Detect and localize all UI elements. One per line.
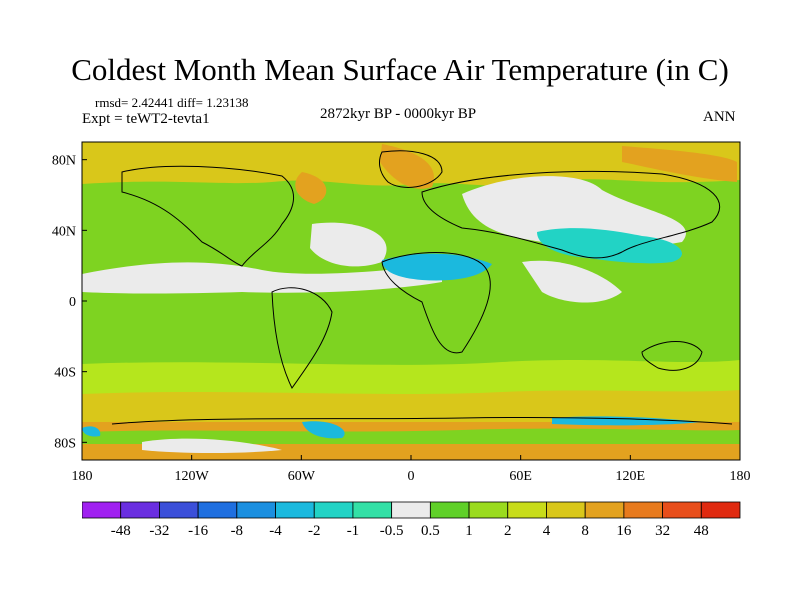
colorbar-label: 0.5 [421, 523, 440, 539]
southern-midlat-band [82, 360, 740, 394]
colorbar-label: -48 [111, 523, 131, 539]
antarctica-outline [111, 416, 733, 425]
colorbar-box [236, 501, 276, 519]
lon-tick-label: 120W [175, 469, 210, 484]
colorbar-label: -4 [269, 523, 282, 539]
lon-tick-label: 60W [288, 469, 316, 484]
tropical-neutral-band [82, 262, 442, 294]
colorbar-label: -8 [231, 523, 244, 539]
eurasia-neutral-zone [462, 176, 686, 246]
colorbar-label: -2 [308, 523, 321, 539]
colorbar-box [700, 501, 741, 519]
colorbar-label: -32 [149, 523, 169, 539]
colorbar-box [584, 501, 625, 519]
latitude-axis: 80N 40N 0 40S 80S [52, 154, 87, 451]
coastlines [111, 150, 733, 425]
greenland-outline [379, 150, 443, 188]
colorbar-label: -1 [347, 523, 360, 539]
eurasia-outline [421, 170, 721, 259]
colorbar-label: 2 [504, 523, 512, 539]
colorbar-box [507, 501, 547, 519]
colorbar-label: 32 [655, 523, 670, 539]
colorbar-box [197, 501, 238, 519]
lon-tick-label: 0 [408, 469, 415, 484]
canada-warm-zone [295, 172, 327, 204]
indian-ocean-neutral-zone [522, 260, 622, 303]
colorbar-labels: -48 -32 -16 -8 -4 -2 -1 -0.5 0.5 1 2 4 8 16 32 48 [111, 523, 709, 539]
colorbar-label: -16 [188, 523, 208, 539]
ross-cool-patch [82, 426, 101, 437]
lat-tick-label: 40S [54, 366, 76, 381]
stats-text: rmsd= 2.42441 diff= 1.23138 [95, 95, 249, 110]
colorbar-label: 1 [465, 523, 473, 539]
siberia-warm-zone [622, 146, 737, 182]
north-america-outline [121, 165, 294, 267]
lat-tick-label: 0 [69, 295, 76, 310]
colorbar-box [623, 501, 663, 519]
colorbar-box [429, 501, 470, 519]
south-asia-cool-zone [537, 228, 682, 264]
africa-outline [381, 252, 491, 354]
greenland-warm-zone [380, 144, 434, 189]
australia-outline [641, 341, 703, 371]
colorbar-box [352, 501, 393, 519]
lat-tick-label: 80N [52, 154, 76, 169]
season-label: ANN [703, 109, 736, 125]
colorbar-label: -0.5 [380, 523, 404, 539]
colorbar-box [662, 501, 702, 519]
lon-tick-label: 60E [509, 469, 532, 484]
weddell-cool-patch [302, 421, 345, 439]
colorbar-box [159, 501, 199, 519]
colorbar: -48 -32 -16 -8 -4 -2 -1 -0.5 0.5 1 2 4 8 16 32 48 [82, 501, 741, 539]
southern-ocean-band [82, 390, 740, 422]
colorbar-label: 4 [543, 523, 551, 539]
period-label: 2872kyr BP - 0000kyr BP [320, 106, 477, 122]
colorbar-box [468, 501, 509, 519]
colorbar-box [120, 501, 160, 519]
colorbar-label: 48 [694, 523, 709, 539]
antarctic-coast-band [82, 428, 740, 444]
colorbar-box [82, 501, 122, 519]
longitude-axis: 180 120W 60W 0 60E 120E 180 [72, 455, 751, 484]
plot-title: Coldest Month Mean Surface Air Temperatu… [71, 52, 729, 87]
lon-tick-label: 180 [730, 469, 751, 484]
lon-tick-label: 120E [616, 469, 646, 484]
south-america-outline [271, 287, 333, 389]
colorbar-label: 16 [616, 523, 632, 539]
map-field [82, 142, 740, 460]
colorbar-box [313, 501, 354, 519]
colorbar-box [275, 501, 315, 519]
sahara-cool-zone [382, 253, 492, 281]
experiment-label: Expt = teWT2-tevta1 [82, 111, 210, 127]
atlantic-neutral-zone [310, 222, 387, 267]
colorbar-boxes [82, 501, 741, 519]
colorbar-label: 8 [581, 523, 589, 539]
temperature-map: 80N 40N 0 40S 80S 180 120W 60W 0 60E 120E 180 [52, 141, 751, 484]
colorbar-box [391, 501, 431, 519]
lat-tick-label: 40N [52, 224, 76, 239]
colorbar-box [546, 501, 586, 519]
lon-tick-label: 180 [72, 469, 93, 484]
east-antarctic-cool-patch [552, 416, 702, 426]
lat-tick-label: 80S [54, 436, 76, 451]
antarctic-neutral-patch [142, 438, 282, 453]
